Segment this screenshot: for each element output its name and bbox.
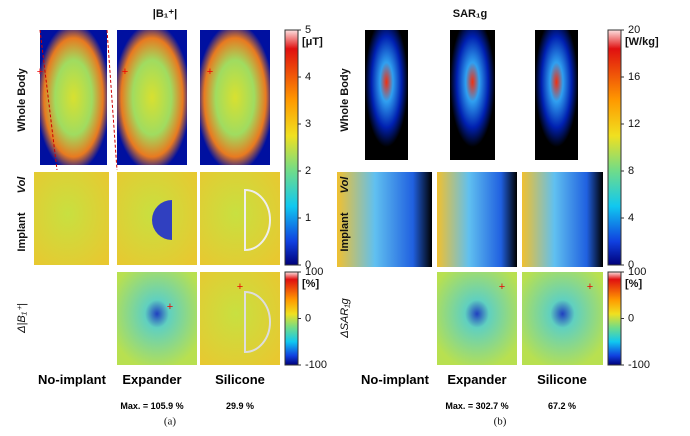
column-label: No-implant [361, 372, 429, 387]
colorbar-unit: [%] [302, 278, 319, 290]
row-label: Whole Body [339, 67, 351, 131]
colorbar-tick-label: 0 [628, 312, 634, 324]
row-label: ΔSAR₁g [339, 297, 351, 338]
svg-text:+: + [587, 281, 593, 293]
row-label: Whole Body [16, 67, 28, 131]
colorbar-unit: [μT] [302, 36, 323, 48]
row-label: Vol [16, 176, 28, 194]
column-label: Silicone [215, 372, 265, 387]
row-label: Implant [339, 212, 351, 251]
colorbar-tick-label: -100 [628, 359, 650, 371]
colorbar-tick-label: 100 [628, 266, 646, 278]
colorbar-tick-label: 12 [628, 118, 640, 130]
colorbar [607, 271, 622, 366]
svg-text:+: + [37, 66, 43, 78]
colorbar-unit: [%] [625, 278, 642, 290]
row-label: Δ|B₁⁺| [16, 303, 28, 334]
column-label: No-implant [38, 372, 106, 387]
panel-title: |B₁⁺| [153, 8, 177, 20]
colorbar-unit: [W/kg] [625, 36, 659, 48]
column-label: Expander [122, 372, 182, 387]
colorbar-tick-label: 1 [305, 212, 311, 224]
column-note: 29.9 % [225, 401, 255, 411]
column-label: Silicone [537, 372, 587, 387]
images-b: + + [337, 30, 603, 365]
colorbar-tick-label: 5 [305, 24, 311, 36]
colorbar-tick-label: 0 [628, 259, 634, 271]
panel-title: SAR₁g [453, 8, 488, 20]
colorbar [284, 271, 299, 366]
panel-caption: (a) [164, 416, 177, 428]
images-a: + + + + + [34, 29, 280, 365]
row-label: Vol [339, 176, 351, 194]
colorbar-tick-label: 4 [305, 71, 311, 83]
colorbar-tick-label: 20 [628, 24, 640, 36]
colorbar-tick-label: 8 [628, 165, 634, 177]
panel-caption: (b) [494, 416, 507, 428]
row-label: Implant [16, 212, 28, 251]
column-note: Max. = 302.7 % [445, 401, 509, 411]
colorbar-tick-label: 3 [305, 118, 311, 130]
colorbar-tick-label: 100 [305, 266, 323, 278]
svg-text:+: + [122, 66, 128, 78]
colorbar-tick-label: 4 [628, 212, 634, 224]
colorbar [284, 29, 299, 266]
svg-text:+: + [237, 281, 243, 293]
colorbar-tick-label: 16 [628, 71, 640, 83]
svg-text:+: + [499, 281, 505, 293]
column-note: Max. = 105.9 % [120, 401, 184, 411]
column-label: Expander [447, 372, 507, 387]
colorbar-tick-label: 2 [305, 165, 311, 177]
column-note: 67.2 % [547, 401, 577, 411]
colorbar-tick-label: -100 [305, 359, 327, 371]
colorbar-tick-label: 0 [305, 259, 311, 271]
svg-text:+: + [207, 66, 213, 78]
svg-text:+: + [167, 301, 173, 313]
colorbar [607, 29, 622, 266]
colorbar-tick-label: 0 [305, 312, 311, 324]
